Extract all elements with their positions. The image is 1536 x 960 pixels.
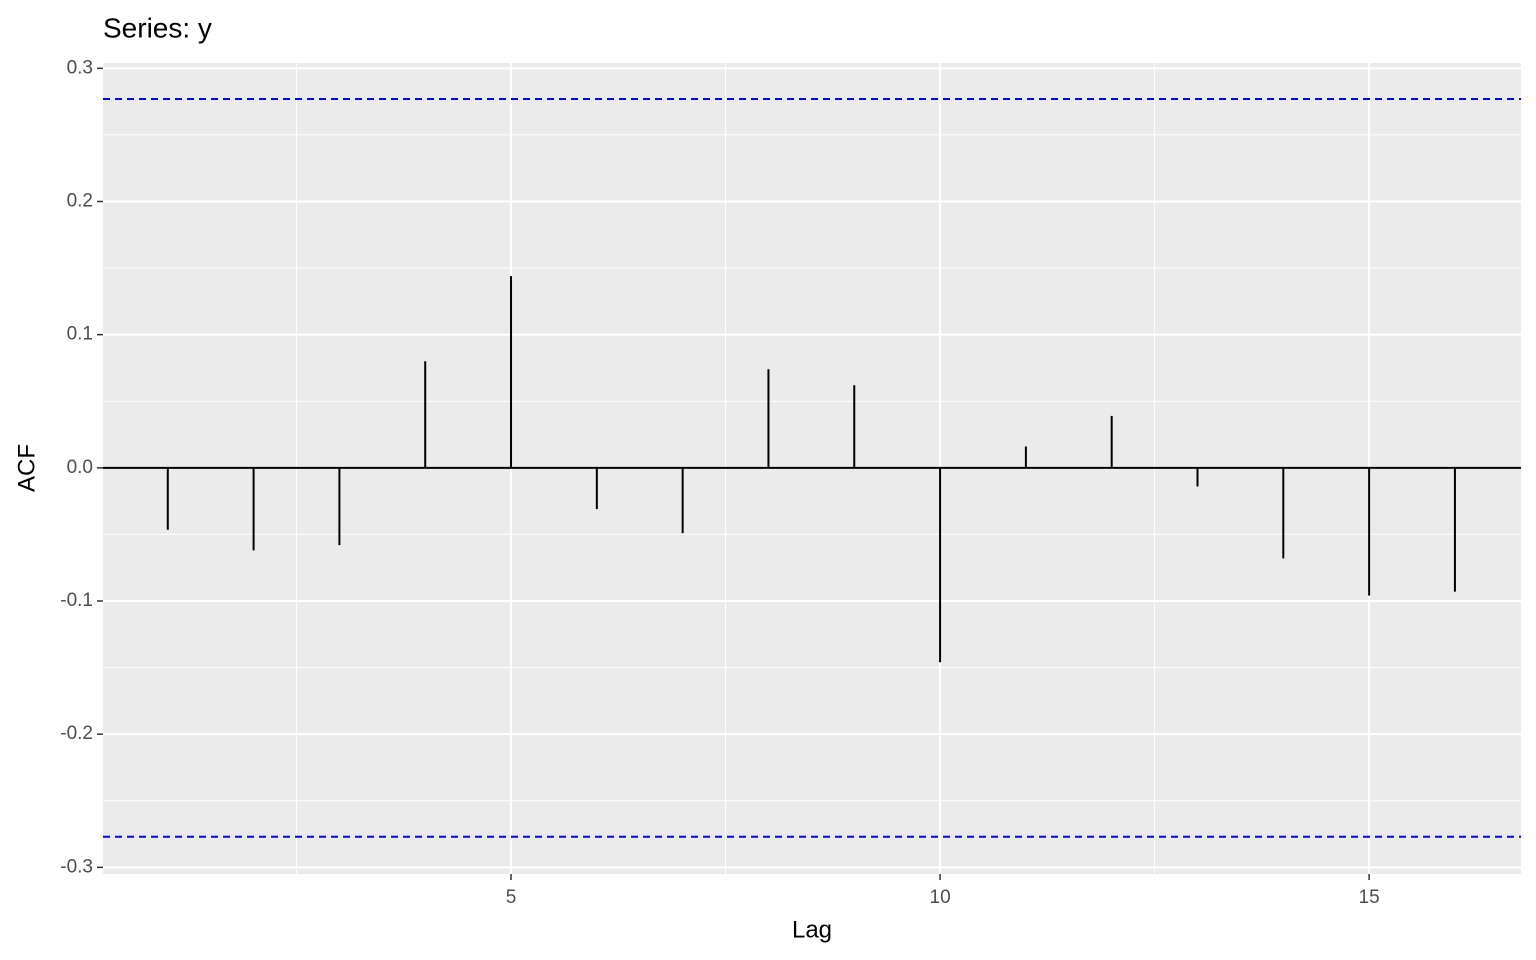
x-tick-label: 15 (1359, 887, 1380, 908)
y-tick-label: 0.3 (67, 57, 93, 78)
y-tick-label: -0.1 (60, 590, 93, 611)
chart-title: Series: y (103, 12, 212, 43)
y-tick-label: 0.2 (67, 191, 93, 212)
y-axis-title: ACF (13, 444, 40, 492)
y-tick-label: 0.1 (67, 324, 93, 345)
x-tick-label: 10 (930, 887, 951, 908)
y-tick-label: 0.0 (67, 457, 93, 478)
x-tick-label: 5 (506, 887, 517, 908)
x-axis-title: Lag (792, 916, 832, 943)
y-tick-label: -0.2 (60, 723, 93, 744)
y-tick-label: -0.3 (60, 856, 93, 877)
